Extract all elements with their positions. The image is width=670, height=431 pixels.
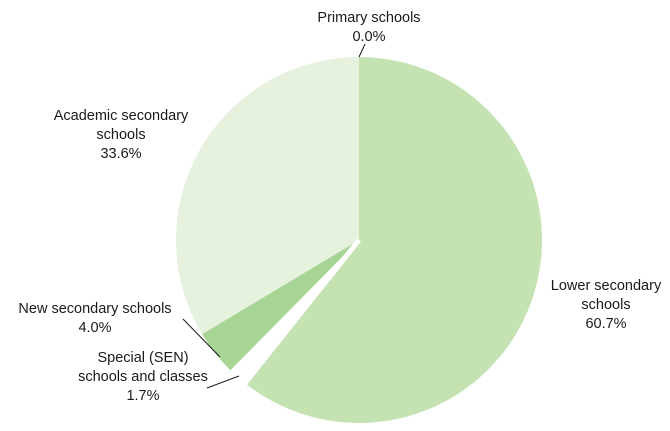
slice-name-lower-secondary-schools: Lower secondary bbox=[551, 278, 662, 294]
slice-value-special-sen-schools-and-classes: 1.7% bbox=[126, 388, 159, 404]
slice-value-academic-secondary-schools: 33.6% bbox=[100, 146, 141, 162]
leader-line-primary-schools bbox=[359, 44, 365, 57]
slice-label-primary-schools: Primary schools 0.0% bbox=[317, 10, 420, 45]
slice-name-primary-schools: Primary schools bbox=[317, 10, 420, 26]
slice-name-special-sen-schools-and-classes: schools and classes bbox=[78, 369, 208, 385]
leader-line-special-sen-schools-and-classes bbox=[207, 376, 239, 388]
slice-value-lower-secondary-schools: 60.7% bbox=[585, 316, 626, 332]
slice-label-academic-secondary-schools: Academic secondary schools 33.6% bbox=[54, 108, 189, 162]
slice-name-new-secondary-schools: New secondary schools bbox=[18, 301, 171, 317]
slice-name-academic-secondary-schools: Academic secondary bbox=[54, 108, 189, 124]
slice-label-special-sen-schools-and-classes: Special (SEN) schools and classes 1.7% bbox=[78, 350, 208, 404]
slice-name-special-sen-schools-and-classes: Special (SEN) bbox=[97, 350, 188, 366]
slice-name-lower-secondary-schools: schools bbox=[581, 297, 630, 313]
slice-name-academic-secondary-schools: schools bbox=[96, 127, 145, 143]
slice-label-lower-secondary-schools: Lower secondary schools 60.7% bbox=[551, 278, 662, 332]
slice-value-new-secondary-schools: 4.0% bbox=[78, 320, 111, 336]
slice-label-new-secondary-schools: New secondary schools 4.0% bbox=[18, 301, 171, 336]
slice-value-primary-schools: 0.0% bbox=[352, 29, 385, 45]
